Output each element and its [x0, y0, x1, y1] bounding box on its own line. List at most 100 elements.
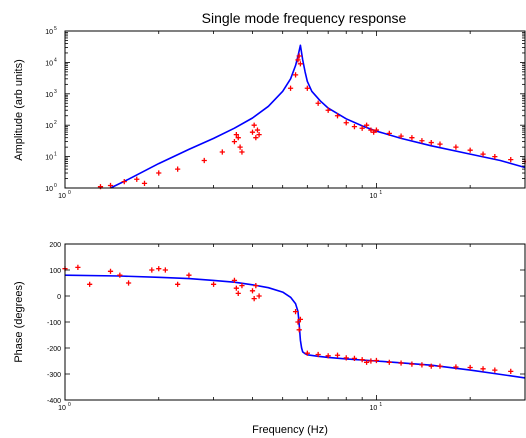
amplitude-fit-line — [110, 44, 526, 189]
phase-data-point — [315, 351, 321, 358]
phase-data-point — [231, 277, 238, 283]
phase-plot-area — [62, 264, 526, 379]
amplitude-plot: Amplitude (arb units) 10 0 10 110 010 110 210 3… — [13, 26, 526, 200]
amplitude-data-point — [398, 133, 404, 139]
phase-data-point — [175, 281, 181, 287]
phase-data-point — [508, 368, 514, 374]
amplitude-data-point — [351, 124, 358, 130]
phase-data-point — [304, 350, 310, 356]
amplitude-data-point — [359, 125, 365, 131]
phase-x-tick-label-exponent: 1 — [379, 402, 382, 408]
amplitude-data-point — [325, 107, 331, 113]
phase-data-point — [233, 285, 239, 291]
phase-data-point — [186, 272, 192, 278]
amplitude-data-point — [297, 61, 303, 67]
amplitude-data-point — [453, 144, 459, 150]
phase-data-point — [295, 319, 301, 325]
amplitude-y-tick-label: 10 — [45, 155, 53, 162]
amplitude-data-point — [364, 122, 370, 128]
amplitude-data-point — [253, 135, 259, 141]
amplitude-data-point — [368, 127, 374, 133]
amplitude-data-point — [249, 129, 256, 135]
phase-data-point — [480, 366, 486, 372]
amplitude-y-tick-label: 10 — [45, 29, 53, 36]
amplitude-data-point — [235, 135, 241, 141]
phase-y-tick-label: -300 — [47, 372, 61, 379]
amplitude-data-point — [304, 85, 310, 91]
amplitude-y-tick-label-exponent: 5 — [54, 26, 57, 32]
amplitude-y-tick-label-exponent: 2 — [54, 120, 57, 126]
amplitude-y-axis-label: Amplitude (arb units) — [13, 59, 25, 161]
phase-y-tick-label: 200 — [49, 242, 61, 249]
phase-data-point — [125, 280, 132, 286]
amplitude-y-tick-label: 10 — [45, 92, 53, 99]
phase-y-tick-label: -100 — [47, 320, 61, 327]
phase-y-tick-label: 100 — [49, 268, 61, 275]
amplitude-y-tick-label: 10 — [45, 123, 53, 130]
phase-fit-line — [64, 274, 526, 379]
amplitude-data-point — [175, 166, 181, 172]
amplitude-x-tick-label: 10 — [58, 193, 66, 200]
phase-data-point — [386, 359, 392, 365]
phase-data-point — [297, 316, 303, 322]
phase-data-point — [351, 355, 358, 361]
amplitude-data-point — [467, 147, 473, 153]
amplitude-data-point — [409, 135, 415, 141]
phase-data-point — [292, 309, 299, 315]
phase-data-point — [162, 267, 168, 273]
phase-x-tick-label-exponent: 0 — [68, 402, 71, 408]
amplitude-data-point — [386, 130, 392, 136]
amplitude-data-point — [239, 149, 245, 155]
amplitude-data-point — [480, 151, 486, 157]
amplitude-axes-frame — [64, 30, 526, 189]
phase-data-point — [149, 267, 155, 273]
phase-data-point — [75, 264, 81, 270]
amplitude-data-point — [315, 100, 321, 106]
phase-data-point — [251, 296, 257, 302]
amplitude-data-point — [334, 113, 341, 119]
amplitude-y-tick-label: 10 — [45, 60, 53, 67]
amplitude-data-point — [371, 129, 377, 135]
amplitude-data-point — [156, 170, 162, 176]
amplitude-y-tick-label-exponent: 3 — [54, 89, 57, 95]
amplitude-data-point — [292, 72, 299, 78]
phase-y-axis-label: Phase (degrees) — [13, 281, 25, 362]
amplitude-y-tick-label: 10 — [45, 186, 53, 193]
amplitude-data-point — [233, 132, 239, 138]
phase-data-point — [87, 281, 93, 287]
phase-y-tick-label: 0 — [57, 294, 61, 301]
phase-data-point — [249, 288, 256, 294]
amplitude-data-point — [373, 127, 380, 133]
amplitude-data-point — [219, 149, 225, 155]
amplitude-data-point — [437, 141, 443, 147]
phase-data-point — [419, 362, 425, 368]
amplitude-data-point — [256, 132, 262, 138]
phase-data-point — [253, 283, 259, 289]
phase-y-tick-label: -200 — [47, 346, 61, 353]
phase-data-point — [156, 266, 162, 272]
amplitude-x-tick-label: 10 — [370, 193, 378, 200]
phase-plot: Phase (degrees) Frequency (Hz) 10 0 10 1200… — [13, 242, 526, 436]
phase-data-point — [364, 359, 370, 365]
amplitude-data-point — [295, 57, 301, 63]
amplitude-x-tick-label-exponent: 0 — [68, 190, 71, 196]
phase-data-point — [343, 355, 349, 361]
amplitude-data-point — [419, 138, 425, 144]
amplitude-data-point — [107, 182, 114, 189]
amplitude-y-tick-label-exponent: 4 — [54, 57, 57, 63]
phase-x-tick-label: 10 — [58, 405, 66, 412]
phase-data-point — [492, 367, 498, 373]
amplitude-data-point — [428, 139, 434, 146]
phase-data-point — [453, 364, 459, 370]
amplitude-x-tick-label-exponent: 1 — [379, 190, 382, 196]
phase-x-tick-label: 10 — [370, 405, 378, 412]
phase-data-point — [235, 290, 241, 296]
phase-data-point — [467, 364, 473, 371]
frequency-x-axis-label: Frequency (Hz) — [252, 424, 328, 436]
phase-data-point — [373, 357, 380, 364]
amplitude-ticks: 10 0 10 110 010 110 210 310 410 5 — [45, 26, 526, 200]
amplitude-data-point — [121, 178, 127, 185]
phase-data-point — [210, 281, 217, 287]
amplitude-y-tick-label-exponent: 0 — [54, 183, 57, 189]
